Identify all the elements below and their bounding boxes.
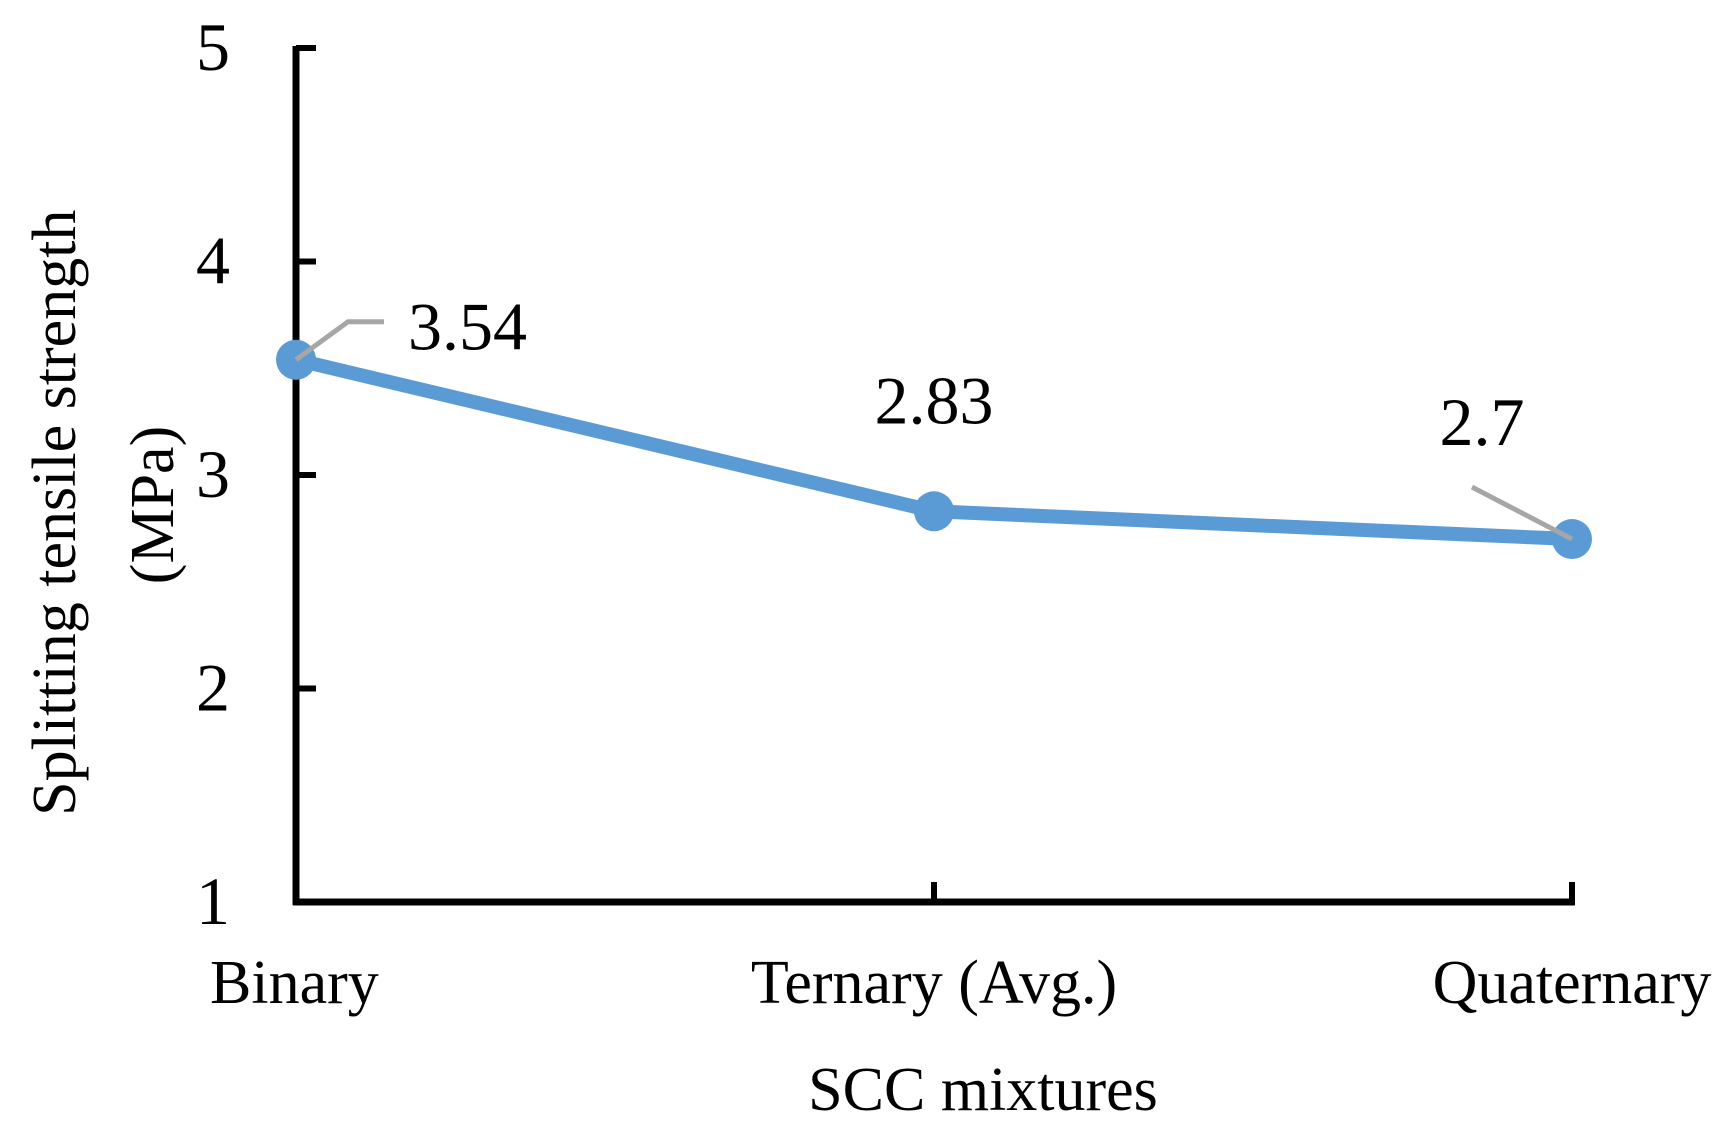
y-tick-label: 5 (196, 9, 230, 85)
leader-line (294, 319, 384, 362)
y-tick-label: 1 (196, 863, 230, 939)
x-tick-label: Ternary (Avg.) (751, 949, 1117, 1017)
y-tick-labels: 1 2 3 4 5 (196, 9, 230, 939)
y-tick-label: 3 (196, 436, 230, 512)
chart-axes (292, 46, 1575, 906)
x-tick-labels: Binary Ternary (Avg.) Quaternary (210, 949, 1711, 1017)
y-axis-label: Splitting tensile strength (MPa) (21, 194, 187, 816)
x-tick-label: Quaternary (1433, 949, 1712, 1017)
x-axis-label: SCC mixtures (808, 1056, 1158, 1124)
data-label: 3.54 (408, 289, 527, 365)
y-tick-label: 2 (196, 650, 230, 726)
data-point (914, 491, 954, 532)
y-tick-label: 4 (196, 223, 230, 299)
data-label: 2.83 (875, 362, 994, 438)
leader-lines (294, 319, 1574, 542)
x-tick-label: Binary (210, 949, 379, 1017)
axis-ticks (296, 45, 1575, 905)
y-axis-label-line-2: (MPa) (119, 426, 187, 584)
leader-line (1470, 484, 1574, 542)
y-axis-label-line-1: Splitting tensile strength (21, 210, 89, 816)
data-label: 2.7 (1440, 384, 1525, 460)
data-labels: 3.54 2.83 2.7 (408, 289, 1525, 460)
